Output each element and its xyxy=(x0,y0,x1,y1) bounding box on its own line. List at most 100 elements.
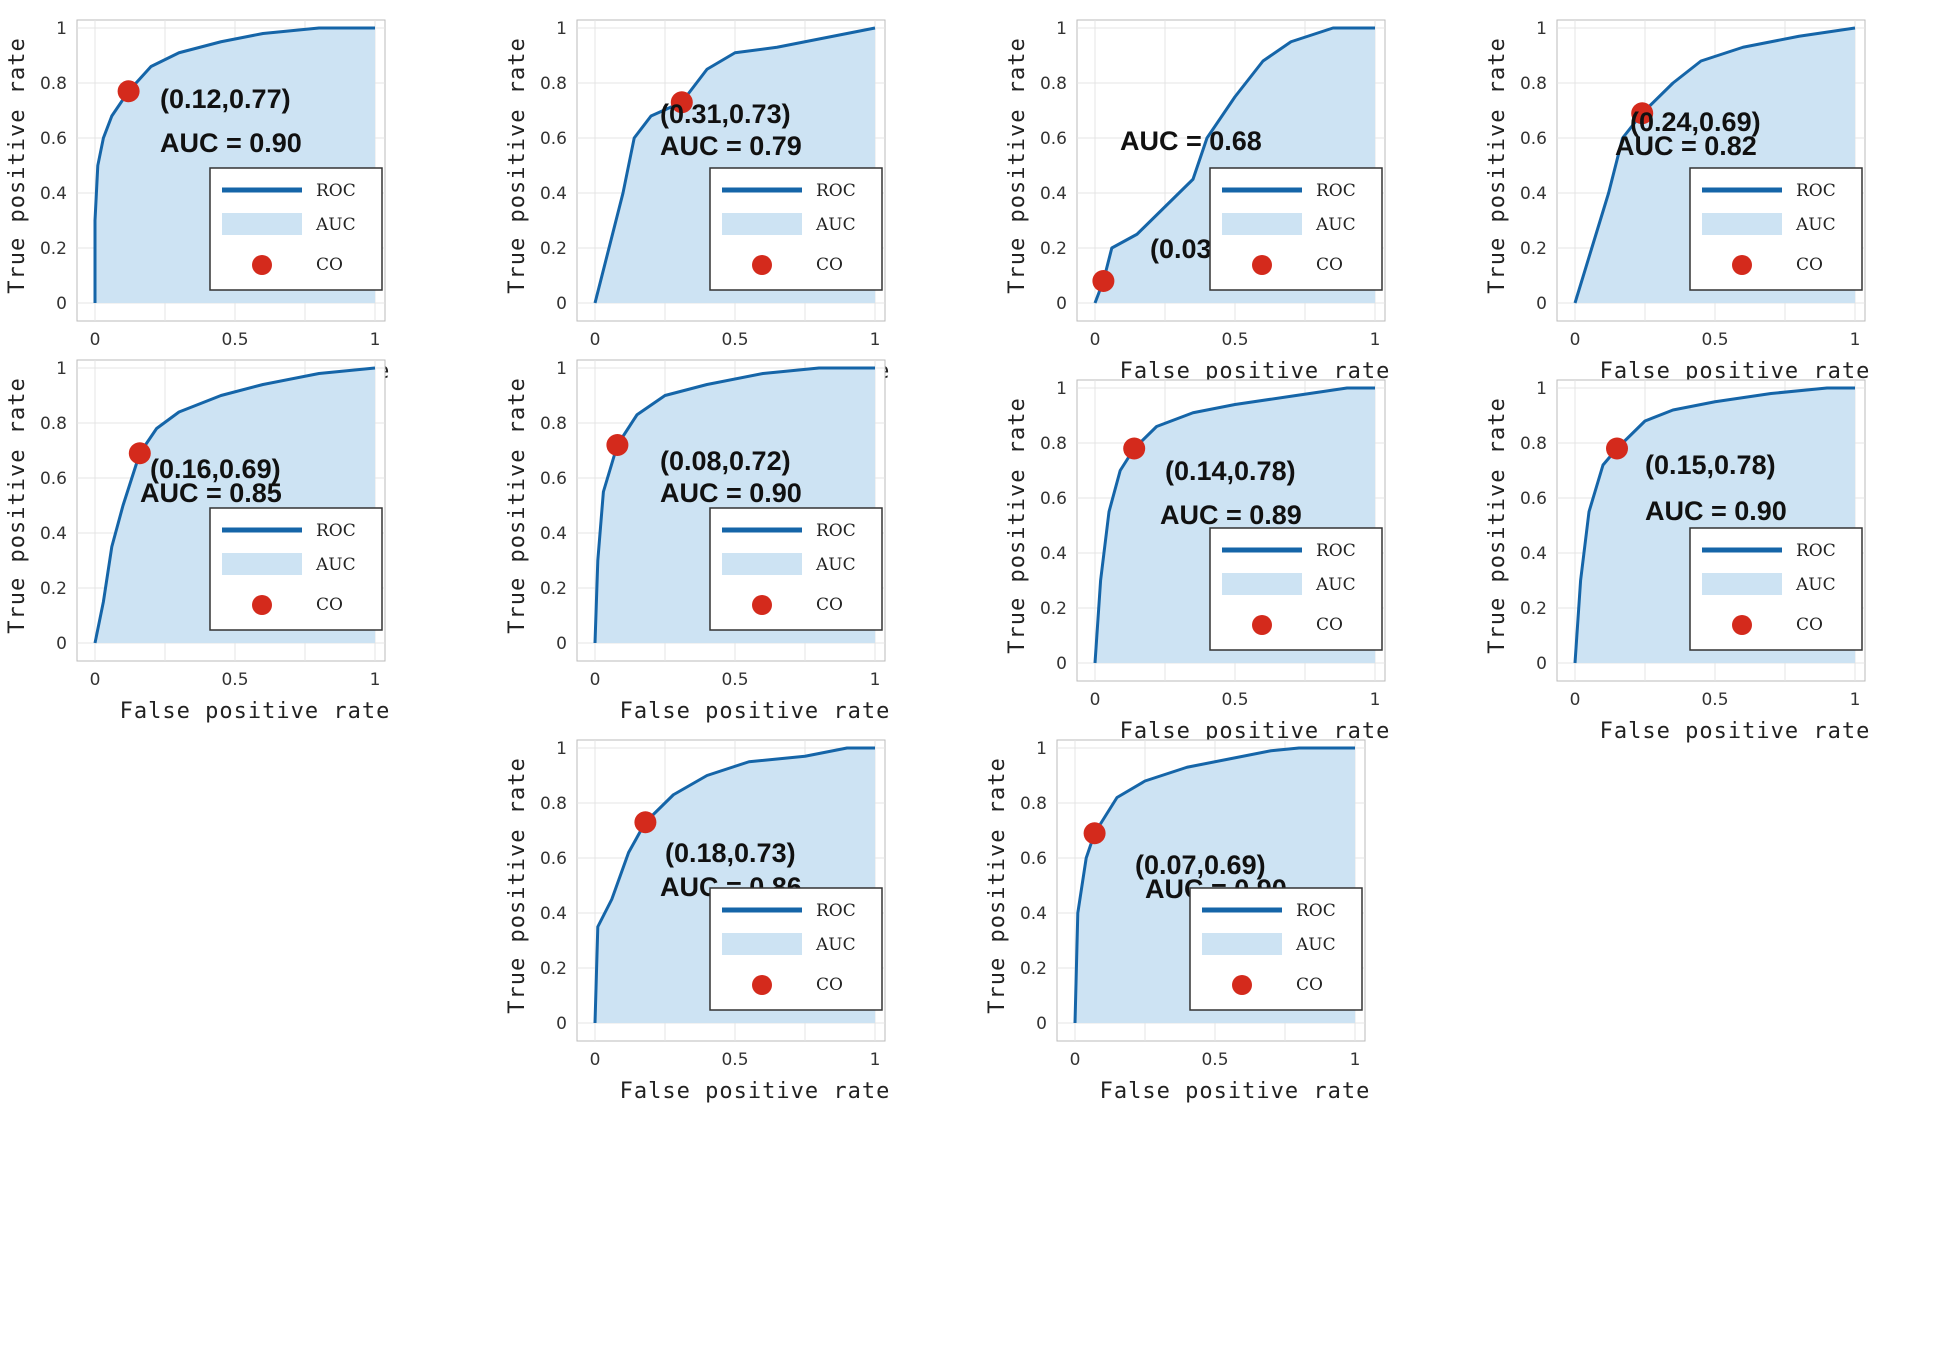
legend-auc-swatch xyxy=(1202,933,1282,955)
y-tick-label: 0.2 xyxy=(1520,599,1547,619)
legend-co-swatch xyxy=(752,595,772,615)
y-tick-label: 0.8 xyxy=(540,794,567,814)
y-axis-title: True positive rate xyxy=(505,377,530,633)
legend-label-roc: ROC xyxy=(816,901,856,921)
roc-curve xyxy=(93,26,375,303)
x-tick-label: 0 xyxy=(90,670,101,690)
legend-label-co: CO xyxy=(816,255,843,275)
x-tick-label: 0 xyxy=(1090,690,1101,710)
legend-label-auc: AUC xyxy=(1795,575,1836,595)
auc-label: AUC = 0.79 xyxy=(660,131,802,161)
cutoff-point xyxy=(606,434,629,456)
y-tick-label: 0.6 xyxy=(1520,489,1547,509)
y-tick-label: 0 xyxy=(1536,294,1547,314)
y-tick-label: 0.6 xyxy=(540,469,567,489)
x-tick-label: 0.5 xyxy=(1221,330,1248,350)
x-tick-label: 1 xyxy=(1850,330,1861,350)
y-tick-label: 0.8 xyxy=(1520,74,1547,94)
legend-co-swatch xyxy=(252,255,272,275)
x-tick-label: 1 xyxy=(870,330,881,350)
cutoff-point xyxy=(670,91,693,114)
roc-chart-9: 0 0.2 0.4 0.6 0.8 1 0 0.5 1 False positive rate Tr… xyxy=(505,739,889,1104)
x-axis-title: False positive rate xyxy=(1600,719,1871,744)
y-tick-label: 0.8 xyxy=(40,414,67,434)
y-tick-label: 0.8 xyxy=(1020,794,1047,814)
x-tick-label: 1 xyxy=(870,1050,881,1070)
y-tick-label: 0.6 xyxy=(1040,129,1067,149)
x-tick-label: 0 xyxy=(1570,330,1581,350)
x-tick-label: 0 xyxy=(590,330,601,350)
legend-auc-swatch xyxy=(222,553,302,575)
y-tick-label: 0 xyxy=(56,634,67,654)
roc-panel-8: 0 0.2 0.4 0.6 0.8 1 0 0.5 1 False positive rate Tr… xyxy=(1480,360,1950,780)
y-tick-label: 0.2 xyxy=(540,959,567,979)
legend-label-co: CO xyxy=(1796,255,1823,275)
y-axis-title: True positive rate xyxy=(505,757,530,1013)
roc-panel-9: 0 0.2 0.4 0.6 0.8 1 0 0.5 1 False positive rate Tr… xyxy=(500,720,970,1140)
y-tick-label: 0.6 xyxy=(1020,849,1047,869)
y-tick-label: 1 xyxy=(1036,739,1047,759)
y-tick-label: 0.2 xyxy=(40,239,67,259)
auc-label: AUC = 0.90 xyxy=(1645,496,1787,526)
roc-curve xyxy=(93,366,376,644)
y-tick-label: 0.8 xyxy=(1520,434,1547,454)
y-axis-title: True positive rate xyxy=(985,757,1010,1013)
y-tick-label: 1 xyxy=(556,359,567,379)
legend-label-roc: ROC xyxy=(316,181,356,201)
legend-co-swatch xyxy=(1252,615,1272,635)
y-tick-label: 0.8 xyxy=(40,74,67,94)
legend-label-co: CO xyxy=(316,255,343,275)
y-tick-label: 0.2 xyxy=(1020,959,1047,979)
y-tick-label: 0.6 xyxy=(540,849,567,869)
y-tick-label: 1 xyxy=(1536,19,1547,39)
x-tick-label: 1 xyxy=(1850,690,1861,710)
y-tick-label: 0.2 xyxy=(1040,239,1067,259)
legend-auc-swatch xyxy=(1222,573,1302,595)
legend-co-swatch xyxy=(1252,255,1272,275)
legend-label-auc: AUC xyxy=(815,215,856,235)
x-axis-title: False positive rate xyxy=(120,699,391,724)
x-axis-title: False positive rate xyxy=(620,699,891,724)
y-axis-title: True positive rate xyxy=(5,377,30,633)
legend-label-co: CO xyxy=(816,975,843,995)
y-tick-label: 0 xyxy=(556,634,567,654)
y-tick-label: 1 xyxy=(56,19,67,39)
legend: ROC AUC CO xyxy=(709,887,883,1011)
y-tick-label: 0.2 xyxy=(540,579,567,599)
y-tick-label: 0.8 xyxy=(1040,434,1067,454)
roc-panel-4: 0 0.2 0.4 0.6 0.8 1 0 0.5 1 False positive rate Tr… xyxy=(1480,0,1950,420)
y-tick-label: 0 xyxy=(56,294,67,314)
cutoff-label: (0.18,0.73) xyxy=(665,838,796,868)
legend-label-co: CO xyxy=(1316,615,1343,635)
y-tick-label: 0.4 xyxy=(40,524,67,544)
y-tick-label: 0.4 xyxy=(40,184,67,204)
cutoff-point xyxy=(1606,437,1628,460)
cutoff-point xyxy=(1631,102,1654,125)
x-tick-label: 1 xyxy=(1350,1050,1361,1070)
y-tick-label: 0 xyxy=(1056,654,1067,674)
legend-co-swatch xyxy=(1732,255,1752,275)
x-tick-label: 1 xyxy=(370,330,381,350)
y-tick-label: 0.6 xyxy=(1520,129,1547,149)
roc-curve xyxy=(1073,746,1355,1024)
x-tick-label: 0.5 xyxy=(721,330,748,350)
x-tick-label: 0.5 xyxy=(1701,690,1728,710)
legend-label-co: CO xyxy=(1316,255,1343,275)
legend-label-co: CO xyxy=(1796,615,1823,635)
cutoff-point xyxy=(634,811,657,834)
y-tick-label: 0.4 xyxy=(540,904,567,924)
y-axis-title: True positive rate xyxy=(1005,37,1030,293)
cutoff-point xyxy=(128,442,151,465)
roc-curve xyxy=(593,746,875,1024)
x-tick-label: 0.5 xyxy=(721,670,748,690)
auc-label: AUC = 0.82 xyxy=(1615,131,1757,161)
x-tick-label: 0.5 xyxy=(221,670,248,690)
legend-label-roc: ROC xyxy=(816,181,856,201)
y-tick-label: 1 xyxy=(1056,19,1067,39)
legend-label-roc: ROC xyxy=(816,521,856,541)
y-axis-title: True positive rate xyxy=(1005,397,1030,653)
y-tick-label: 0.6 xyxy=(40,129,67,149)
y-tick-label: 0.8 xyxy=(1040,74,1067,94)
